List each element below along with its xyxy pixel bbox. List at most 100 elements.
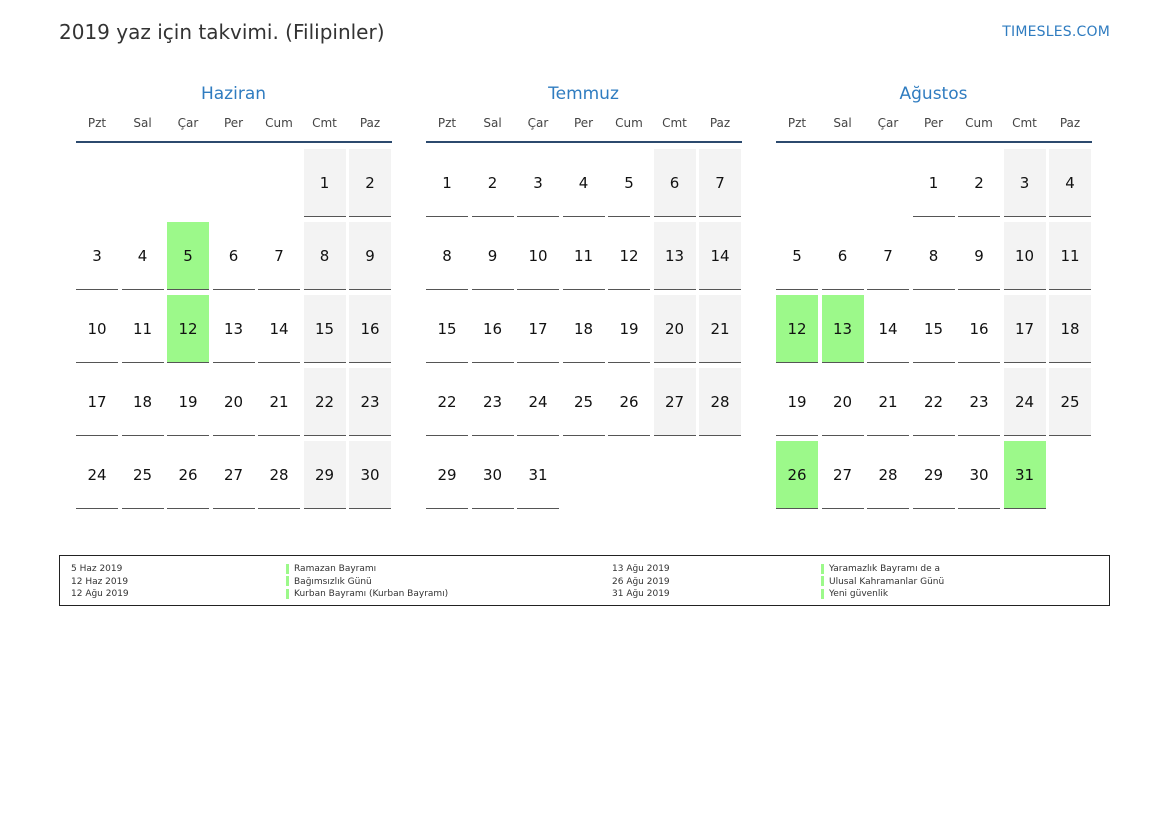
legend-dates-col-1: 5 Haz 2019 12 Haz 2019 12 Ağu 2019 (71, 563, 129, 601)
day-cell: 20 (653, 295, 696, 363)
weekday-label: Pzt (87, 116, 107, 130)
weekday-label: Sal (833, 116, 852, 130)
day-cell: 30 (958, 441, 1000, 509)
legend-date: 13 Ağu 2019 (612, 564, 670, 574)
day-cell: 24 (517, 368, 559, 436)
day-cell: 15 (303, 295, 346, 363)
day-cell: 6 (212, 222, 255, 290)
legend-holiday-item: Yaramazlık Bayramı de a (821, 563, 944, 576)
day-cell: 14 (867, 295, 909, 363)
day-cell: 16 (471, 295, 514, 363)
day-cell: 2 (958, 149, 1000, 217)
month-calendar: Temmuz Pzt Sal Çar Per Cum Cmt Paz 1 2 3 4 5 6 7 8 9 10 11… (426, 82, 742, 509)
day-cell: 12 (608, 222, 650, 290)
day-cell: 1 (912, 149, 955, 217)
holiday-legend: 5 Haz 2019 12 Haz 2019 12 Ağu 2019 Ramaz… (59, 555, 1110, 606)
weekday-label: Çar (177, 116, 199, 130)
day-cell: 12 (776, 295, 818, 363)
day-cell: 13 (821, 295, 864, 363)
legend-date: 26 Ağu 2019 (612, 576, 670, 587)
day-cell: 26 (776, 441, 818, 509)
holiday-color-marker (286, 563, 289, 574)
day-cell: 24 (1003, 368, 1046, 436)
legend-holiday-item: Yeni güvenlik (821, 588, 944, 601)
page-title: 2019 yaz için takvimi. (Filipinler) (59, 20, 385, 44)
day-cell: 8 (912, 222, 955, 290)
legend-holiday-item: Ramazan Bayramı (286, 563, 448, 576)
month-calendar: Ağustos Pzt Sal Çar Per Cum Cmt Paz 1 2 3 4 5 6 7 8 9 10 1… (776, 82, 1092, 509)
day-cell: 22 (912, 368, 955, 436)
weekday-header: Pzt Sal Çar Per Cum Cmt Paz (426, 106, 742, 143)
day-cell: 14 (258, 295, 300, 363)
day-cell: 19 (776, 368, 818, 436)
day-cell: 29 (912, 441, 955, 509)
day-cell: 19 (608, 295, 650, 363)
legend-date: 5 Haz 2019 (71, 564, 123, 574)
legend-holiday-item: Bağımsızlık Günü (286, 576, 448, 589)
day-cell: 3 (517, 149, 559, 217)
weekday-label: Cum (965, 116, 993, 130)
weekday-label: Çar (877, 116, 899, 130)
weekday-label: Cmt (662, 116, 687, 130)
weekday-label: Cum (615, 116, 643, 130)
day-cell: 4 (562, 149, 605, 217)
day-cell: 10 (76, 295, 118, 363)
day-cell: 15 (426, 295, 468, 363)
day-cell: 8 (426, 222, 468, 290)
day-cell: 18 (1049, 295, 1091, 363)
day-cell: 19 (167, 368, 209, 436)
day-cell: 8 (303, 222, 346, 290)
day-cell: 30 (349, 441, 391, 509)
weekday-label: Cmt (312, 116, 337, 130)
day-cell: 11 (562, 222, 605, 290)
weekday-label: Paz (359, 116, 381, 130)
day-cell: 31 (517, 441, 559, 509)
weekday-label: Per (573, 116, 594, 130)
day-cell: 5 (776, 222, 818, 290)
day-cell: 24 (76, 441, 118, 509)
legend-holiday-name: Yeni güvenlik (829, 589, 889, 600)
weekday-label: Per (923, 116, 944, 130)
weekday-label: Cum (265, 116, 293, 130)
brand-link[interactable]: TIMESLES.COM (1002, 24, 1110, 40)
day-cell: 16 (958, 295, 1000, 363)
day-cell: 17 (1003, 295, 1046, 363)
day-cell: 27 (653, 368, 696, 436)
month-name: Ağustos (899, 84, 968, 104)
legend-holiday-item: Ulusal Kahramanlar Günü (821, 576, 944, 589)
day-cell: 9 (349, 222, 391, 290)
weekday-label: Paz (709, 116, 731, 130)
holiday-color-marker (821, 563, 824, 574)
day-cell: 11 (1049, 222, 1091, 290)
day-cell: 28 (258, 441, 300, 509)
legend-names-col-1: Ramazan Bayramı Bağımsızlık Günü Kurban … (286, 563, 448, 601)
holiday-color-marker (821, 588, 824, 599)
day-cell: 10 (517, 222, 559, 290)
day-cell: 21 (867, 368, 909, 436)
legend-holiday-name: Bağımsızlık Günü (294, 576, 372, 587)
weekday-label: Sal (483, 116, 502, 130)
day-cell: 27 (821, 441, 864, 509)
day-cell: 20 (821, 368, 864, 436)
month-name: Haziran (200, 84, 267, 104)
holiday-color-marker (286, 576, 289, 587)
day-cell: 7 (699, 149, 741, 217)
day-cell: 22 (303, 368, 346, 436)
day-cell: 3 (1003, 149, 1046, 217)
day-cell: 13 (212, 295, 255, 363)
day-cell: 16 (349, 295, 391, 363)
day-cell: 7 (867, 222, 909, 290)
day-cell: 9 (471, 222, 514, 290)
day-cell: 6 (653, 149, 696, 217)
legend-date: 12 Ağu 2019 (71, 589, 129, 600)
day-cell: 2 (349, 149, 391, 217)
weekday-label: Pzt (787, 116, 807, 130)
day-cell: 29 (303, 441, 346, 509)
legend-holiday-name: Ramazan Bayramı (294, 564, 377, 574)
day-cell: 28 (699, 368, 741, 436)
day-cell: 1 (303, 149, 346, 217)
day-cell: 18 (121, 368, 164, 436)
month-calendar: Haziran Pzt Sal Çar Per Cum Cmt Paz 1 2 3 4 5 6 7 8 9 10 1… (76, 82, 392, 509)
day-cell: 17 (76, 368, 118, 436)
day-cell: 7 (258, 222, 300, 290)
